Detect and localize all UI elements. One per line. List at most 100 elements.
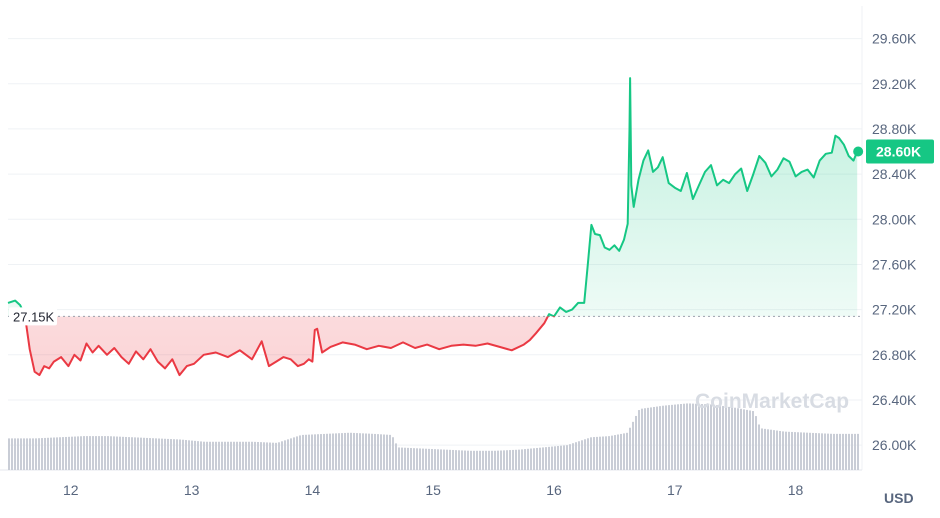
volume-bar — [344, 432, 346, 470]
volume-bar — [362, 433, 364, 470]
volume-bar — [371, 433, 373, 470]
volume-bar — [74, 436, 76, 470]
volume-bar — [338, 433, 340, 470]
volume-bar — [626, 432, 628, 470]
volume-bar — [698, 403, 700, 470]
volume-bar — [653, 406, 655, 470]
volume-bar — [506, 450, 508, 470]
volume-bar — [197, 441, 199, 470]
volume-bar — [722, 406, 724, 470]
volume-bar — [560, 445, 562, 470]
volume-bar — [458, 450, 460, 470]
volume-bar — [92, 436, 94, 470]
volume-bar — [827, 433, 829, 470]
y-tick-label: 26.00K — [872, 437, 917, 453]
volume-bar — [509, 450, 511, 470]
volume-bar — [59, 437, 61, 470]
volume-bar — [545, 447, 547, 470]
volume-bar — [383, 434, 385, 470]
volume-bar — [65, 436, 67, 470]
volume-bar — [536, 447, 538, 470]
volume-bar — [329, 433, 331, 470]
volume-bar — [77, 436, 79, 470]
volume-bar — [674, 404, 676, 470]
x-tick-label: 13 — [184, 482, 200, 498]
volume-bar — [365, 433, 367, 470]
volume-bar — [128, 437, 130, 470]
volume-bar — [596, 436, 598, 470]
volume-bar — [761, 428, 763, 470]
volume-bar — [443, 449, 445, 470]
volume-bar — [689, 403, 691, 470]
volume-bar — [800, 432, 802, 470]
y-tick-label: 28.80K — [872, 121, 917, 137]
volume-bar — [476, 450, 478, 470]
volume-bar — [233, 441, 235, 470]
volume-bar — [185, 440, 187, 470]
volume-bar — [176, 439, 178, 470]
volume-bar — [194, 440, 196, 470]
volume-bar — [662, 405, 664, 470]
y-axis: 29.60K 29.20K 28.80K 28.40K 28.00K 27.60K 27.2… — [872, 31, 917, 454]
volume-bar — [530, 448, 532, 470]
volume-bar — [86, 436, 88, 470]
volume-bar — [245, 441, 247, 470]
volume-bar — [440, 449, 442, 470]
y-tick-label: 29.60K — [872, 31, 917, 47]
volume-bar — [356, 433, 358, 470]
volume-bar — [482, 450, 484, 470]
price-line-down — [24, 316, 556, 377]
volume-bar — [335, 433, 337, 470]
volume-bar — [368, 433, 370, 470]
volume-bar — [632, 421, 634, 470]
volume-bars — [8, 403, 859, 470]
volume-bar — [191, 440, 193, 470]
x-tick-label: 16 — [546, 482, 562, 498]
volume-bar — [257, 441, 259, 470]
volume-bar — [497, 450, 499, 470]
volume-bar — [161, 438, 163, 470]
volume-bar — [173, 439, 175, 470]
volume-bar — [32, 438, 34, 470]
volume-bar — [659, 406, 661, 470]
volume-bar — [581, 440, 583, 470]
volume-bar — [50, 437, 52, 470]
volume-bar — [299, 435, 301, 470]
volume-bar — [8, 438, 10, 470]
volume-bar — [692, 403, 694, 470]
volume-bar — [791, 431, 793, 470]
volume-bar — [701, 404, 703, 470]
volume-bar — [656, 406, 658, 470]
volume-bar — [614, 435, 616, 470]
volume-bar — [809, 432, 811, 470]
volume-bar — [845, 433, 847, 470]
volume-bar — [431, 449, 433, 470]
volume-bar — [539, 447, 541, 470]
volume-bar — [20, 438, 22, 470]
volume-bar — [269, 442, 271, 470]
volume-bar — [260, 442, 262, 470]
volume-bar — [11, 438, 13, 470]
volume-bar — [683, 403, 685, 470]
y-tick-label: 27.20K — [872, 302, 917, 318]
volume-bar — [551, 446, 553, 470]
volume-bar — [215, 441, 217, 470]
volume-bar — [446, 449, 448, 470]
volume-bar — [491, 450, 493, 470]
volume-bar — [695, 403, 697, 470]
volume-bar — [314, 434, 316, 470]
volume-bar — [743, 409, 745, 470]
y-tick-label: 26.80K — [872, 347, 917, 363]
volume-bar — [479, 450, 481, 470]
volume-bar — [755, 416, 757, 470]
volume-bar — [461, 450, 463, 470]
volume-bar — [455, 450, 457, 470]
volume-bar — [164, 438, 166, 470]
volume-bar — [248, 441, 250, 470]
volume-bar — [101, 436, 103, 470]
volume-bar — [266, 442, 268, 470]
volume-bar — [488, 450, 490, 470]
baseline-value: 27.15K — [13, 309, 55, 324]
volume-bar — [605, 436, 607, 470]
volume-bar — [746, 409, 748, 470]
